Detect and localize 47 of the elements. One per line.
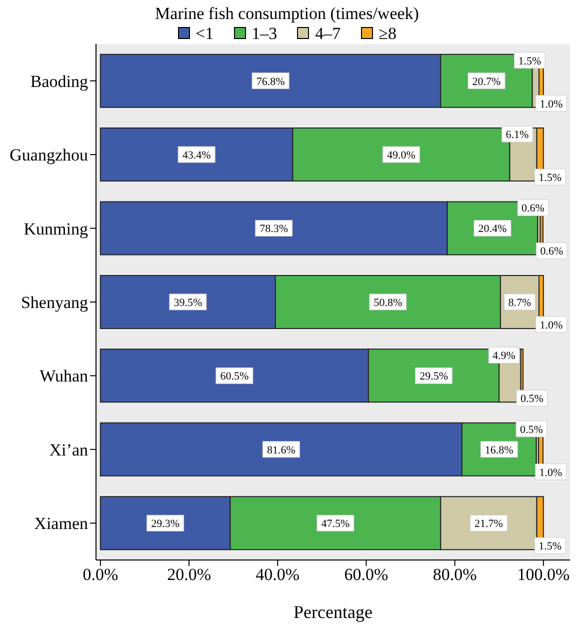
data-label: 1.5% [518, 55, 542, 68]
data-label: 43.4% [182, 150, 211, 162]
data-label: 16.8% [484, 444, 514, 456]
data-label: 4.9% [492, 350, 516, 362]
data-label: 76.8% [256, 76, 285, 88]
data-label: 20.4% [478, 223, 507, 236]
data-label: 0.5% [520, 393, 544, 406]
series-label: <1 [194, 24, 214, 43]
x-tick-label: 40.0% [256, 565, 300, 584]
legend-label: ≥8 [378, 24, 396, 43]
x-tick-label: 0.0% [82, 565, 118, 584]
data-label: 60.5% [220, 370, 249, 383]
data-label: 81.6% [266, 444, 296, 456]
y-tick-label: Wuhan [40, 366, 88, 386]
data-label: 1.0% [540, 98, 563, 110]
x-tick-label: 20.0% [167, 565, 211, 584]
data-label: 0.5% [520, 424, 543, 436]
x-tick-label: 100.0% [517, 565, 570, 584]
y-tick-label: Guangzhou [10, 146, 88, 165]
y-tick-label: Shenyang [20, 293, 88, 312]
data-label: 50.8% [374, 296, 402, 309]
data-label: 20.7% [472, 76, 501, 88]
data-label: 29.5% [420, 370, 448, 383]
data-label: 47.5% [321, 518, 350, 530]
x-tick-label: 80.0% [432, 565, 477, 584]
x-tick-label: 60.0% [344, 565, 388, 584]
data-label: 1.0% [539, 466, 562, 479]
data-label: 0.6% [522, 202, 544, 215]
y-tick-label: Xi’an [49, 440, 88, 460]
data-label: 1.0% [540, 319, 563, 332]
data-label: 39.5% [174, 296, 202, 309]
data-label: 1.5% [538, 540, 562, 553]
y-tick-label: Xiamen [34, 514, 88, 534]
data-label: 8.7% [508, 296, 532, 309]
data-label: 6.1% [506, 129, 529, 142]
legend-title: Marine fish consumption (times/week) [154, 4, 420, 24]
y-tick-label: Kunming [24, 219, 88, 238]
y-tick-label: Baoding [30, 72, 88, 91]
legend-label: 1–3 [250, 24, 278, 43]
data-label: 1.5% [538, 172, 562, 184]
legend-label: 4–7 [314, 24, 341, 43]
data-label: 0.6% [540, 246, 564, 258]
x-axis-title: Percentage [294, 602, 372, 622]
data-label: 29.3% [151, 518, 180, 530]
data-label: 21.7% [474, 518, 503, 530]
data-label: 78.3% [260, 223, 288, 236]
data-label: 49.0% [387, 150, 416, 162]
